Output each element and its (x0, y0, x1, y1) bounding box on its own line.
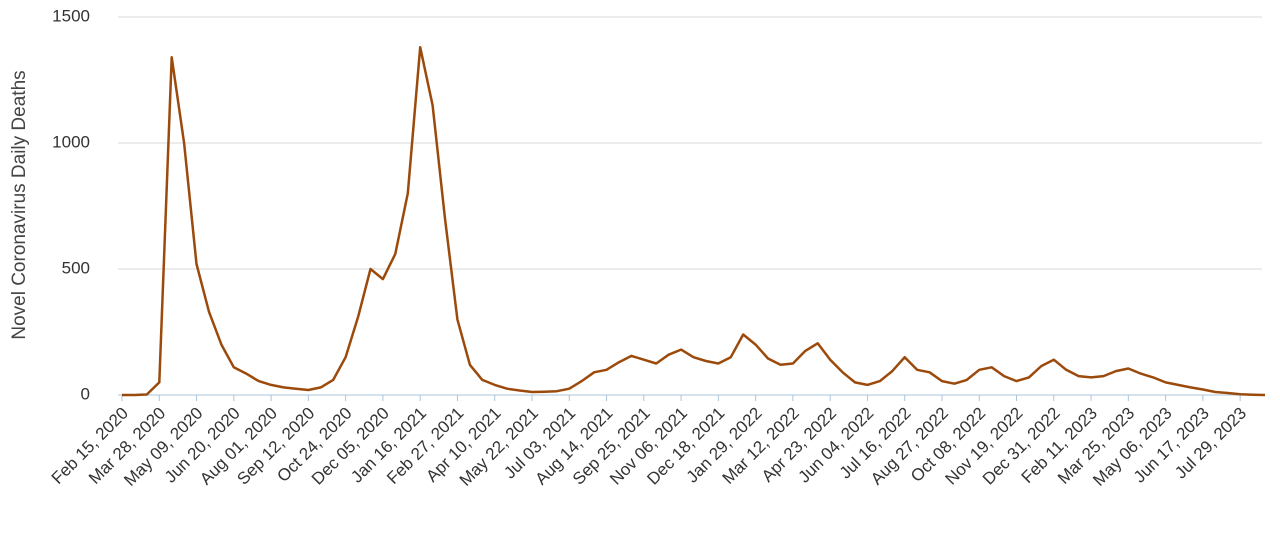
y-tick-label: 0 (81, 384, 90, 403)
y-tick-label: 1000 (52, 132, 90, 151)
line (122, 45, 1266, 397)
y-tick-label: 1500 (52, 6, 90, 25)
y-axis-label: Novel Coronavirus Daily Deaths (9, 70, 30, 339)
y-tick-label: 500 (62, 258, 90, 277)
